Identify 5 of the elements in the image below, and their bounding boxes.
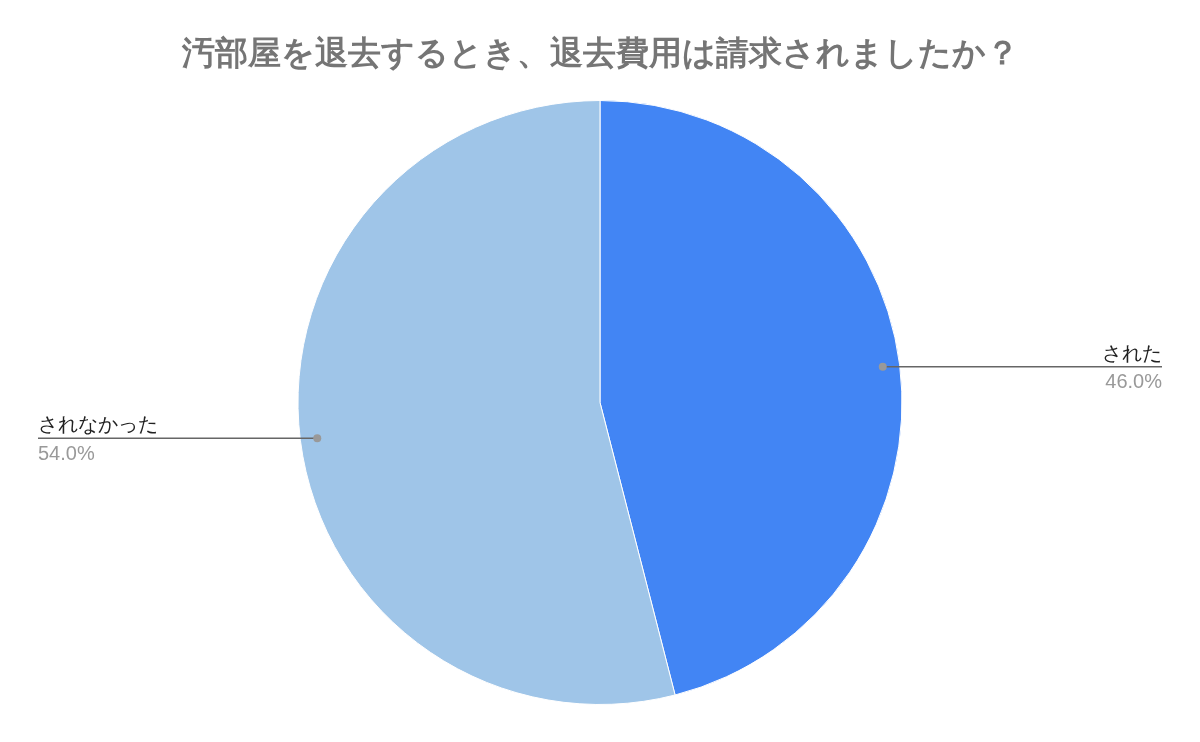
data-label: 54.0% <box>38 441 95 464</box>
slice-label: されなかった <box>38 413 158 436</box>
slice-label: された <box>1102 341 1162 364</box>
chart-title: 汚部屋を退去するとき、退去費用は請求されましたか？ <box>180 34 1019 72</box>
data-label: 46.0% <box>1105 370 1163 393</box>
